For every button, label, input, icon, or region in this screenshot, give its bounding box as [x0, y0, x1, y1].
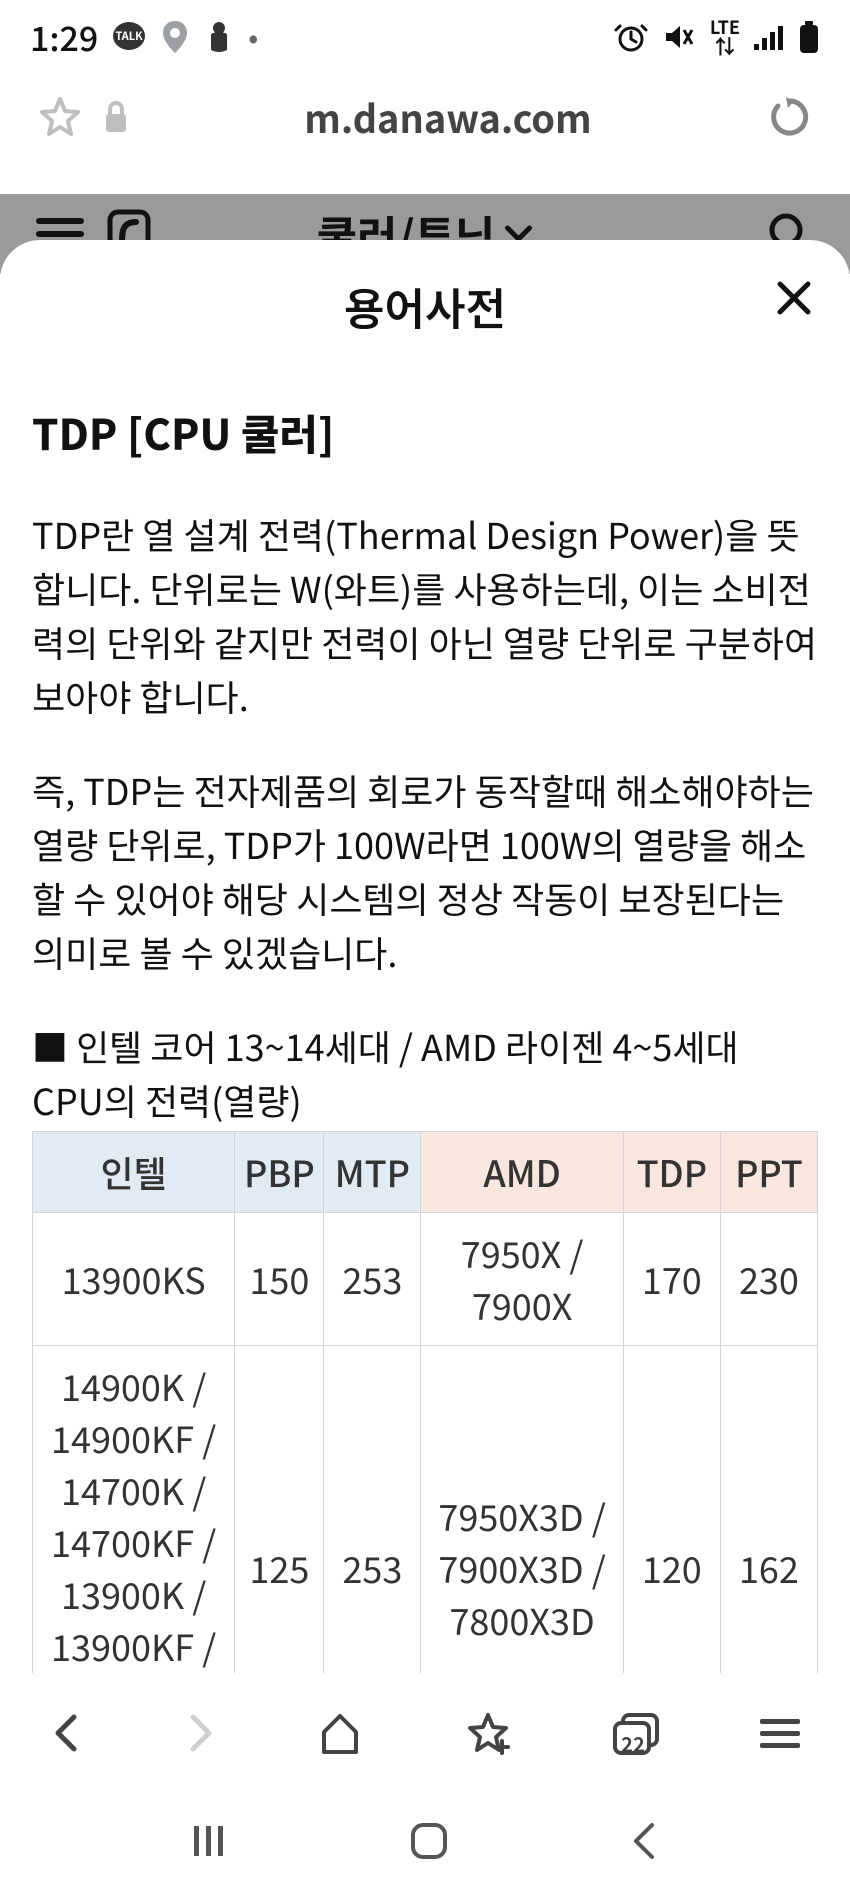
table-cell: 7950X / 7900X [421, 1213, 623, 1346]
table-cell: 253 [324, 1213, 421, 1346]
table-cell: 170 [623, 1213, 720, 1346]
sheet-header: 용어사전 [0, 240, 850, 362]
table-header: TDP [623, 1132, 720, 1213]
alarm-icon [614, 20, 648, 54]
sheet-body[interactable]: TDP [CPU 쿨러] TDP란 열 설계 전력(Thermal Design… [0, 362, 850, 1889]
browser-url-bar: m.danawa.com [0, 69, 850, 168]
table-header: 인텔 [33, 1132, 235, 1213]
table-header: AMD [421, 1132, 623, 1213]
back-nav-icon[interactable] [628, 1819, 662, 1863]
paragraph-2: 즉, TDP는 전자제품의 회로가 동작할때 해소해야하는 열량 단위로, TD… [32, 763, 818, 979]
paragraph-1: TDP란 열 설계 전력(Thermal Design Power)을 뜻합니다… [32, 507, 818, 723]
tabs-button[interactable]: 22 [611, 1711, 661, 1755]
reload-icon[interactable] [766, 93, 814, 141]
table-cell: 13900KS [33, 1213, 235, 1346]
browser-bottom-nav: 22 [0, 1673, 850, 1793]
status-left: 1:29 TALK • [30, 12, 258, 61]
bookmark-star-icon[interactable] [36, 93, 84, 141]
back-icon[interactable] [50, 1711, 84, 1755]
table-header: PPT [720, 1132, 817, 1213]
kakaotalk-icon: TALK [112, 20, 146, 54]
table-cell: 150 [235, 1213, 324, 1346]
url-text[interactable]: m.danawa.com [130, 89, 766, 144]
home-nav-icon[interactable] [407, 1819, 451, 1863]
status-right: LTE⇅ [614, 18, 820, 56]
forward-icon[interactable] [183, 1711, 217, 1755]
network-lte-icon: LTE⇅ [710, 18, 740, 56]
app-icon [204, 20, 234, 54]
table-header: PBP [235, 1132, 324, 1213]
browser-menu-icon[interactable] [760, 1717, 800, 1749]
sheet-title: 용어사전 [344, 274, 506, 338]
table-section-title: ■ 인텔 코어 13~14세대 / AMD 라이젠 4~5세대 CPU의 전력(… [32, 1019, 818, 1127]
glossary-sheet: 용어사전 TDP [CPU 쿨러] TDP란 열 설계 전력(Thermal D… [0, 240, 850, 1889]
battery-icon [798, 21, 820, 53]
recents-icon[interactable] [188, 1820, 230, 1862]
location-icon [160, 19, 190, 55]
table-header: MTP [324, 1132, 421, 1213]
close-button[interactable] [770, 274, 818, 322]
table-cell: 230 [720, 1213, 817, 1346]
signal-icon [754, 24, 784, 50]
term-title: TDP [CPU 쿨러] [32, 402, 818, 463]
tab-count: 22 [621, 1729, 645, 1758]
lock-icon [102, 100, 130, 134]
mute-icon [662, 20, 696, 54]
bookmark-icon[interactable] [464, 1709, 512, 1757]
status-bar: 1:29 TALK • LTE⇅ [0, 0, 850, 69]
clock: 1:29 [30, 12, 98, 61]
more-dot-icon: • [248, 17, 258, 57]
svg-text:TALK: TALK [116, 28, 144, 44]
table-row: 13900KS1502537950X / 7900X170230 [33, 1213, 818, 1346]
home-icon[interactable] [316, 1710, 364, 1756]
system-nav [0, 1793, 850, 1889]
close-icon [774, 278, 814, 318]
